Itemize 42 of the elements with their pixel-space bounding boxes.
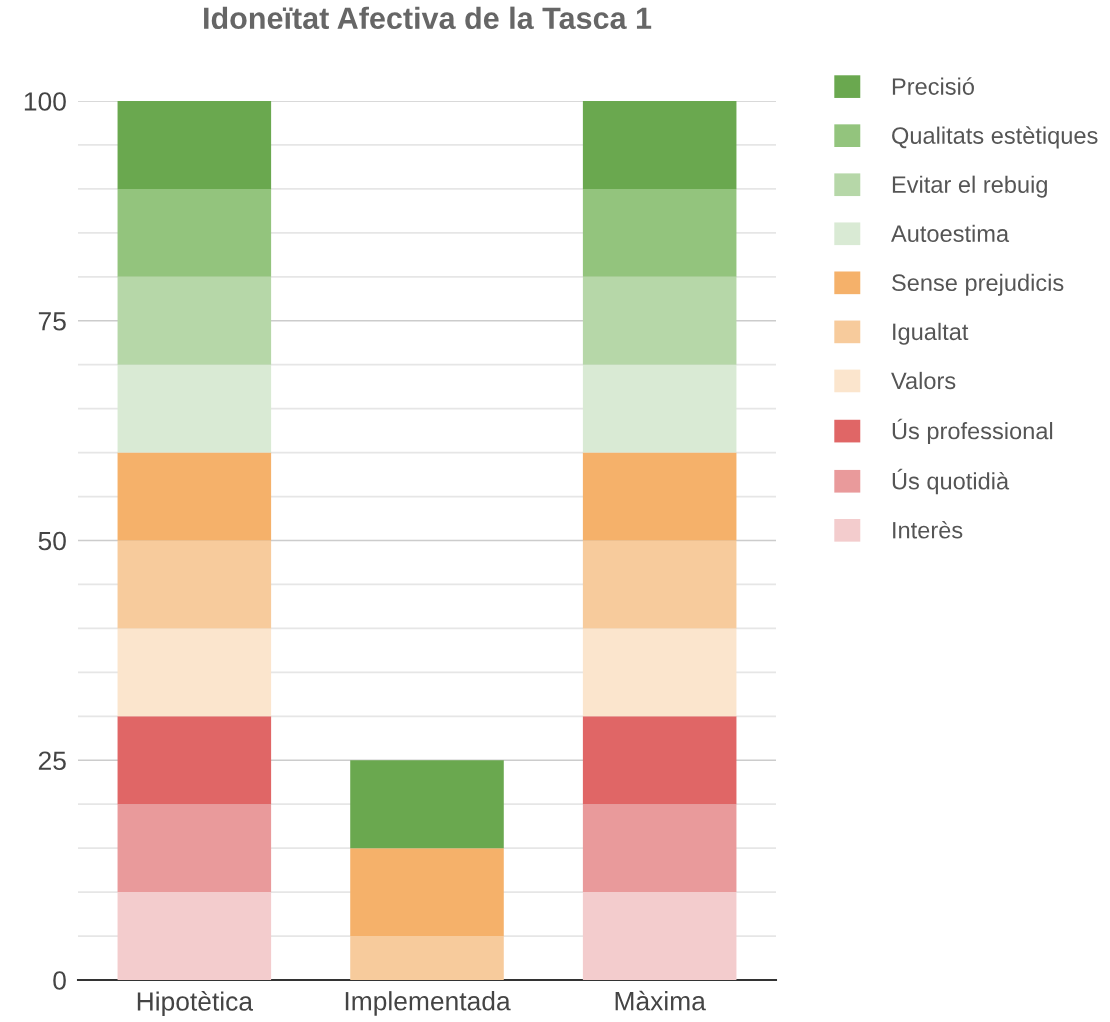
bar [582,540,737,629]
bar [350,848,504,937]
bar [117,540,272,629]
y-tick-label: 100 [24,92,66,111]
bar [117,628,272,717]
legend-label: Evitar el rebuig [892,175,1047,198]
y-tick-label: 50 [38,531,66,551]
legend-label: Interès [893,520,963,539]
bar [117,452,272,541]
bar [582,188,737,277]
bar [117,804,272,893]
bar [117,892,272,980]
y-tick-label: 0 [53,971,66,990]
bar [582,452,737,541]
x-tick-label: Màxima [615,990,706,1011]
bar [350,760,504,849]
x-tick-label: Hipotètica [137,991,254,1017]
legend-label: Sense prejudicis [892,273,1064,296]
legend-label: Valors [891,371,956,390]
bar [582,892,737,980]
bar [582,364,737,453]
bar [582,716,737,805]
bar [117,716,272,805]
bar [117,364,272,453]
bar [582,628,737,717]
x-tick-label: Implementada [345,991,511,1016]
legend-label: Qualitats estètiques [892,126,1098,149]
legend-label: Autoestima [891,224,1010,243]
legend-label: Precisió [892,77,974,95]
legend-label: Igualtat [893,322,969,345]
bar [582,101,737,189]
legend-label: Ús quotidià [892,468,1010,495]
bar [582,276,737,365]
bar [350,936,504,980]
y-tick-label: 75 [38,312,66,331]
legend-label: Ús professional [892,418,1053,445]
bar [582,804,737,893]
bar [117,188,272,277]
bar [117,101,272,189]
chart-title: Idoneïtat Afectiva de la Tasca 1 [204,6,652,30]
y-tick-label: 25 [38,751,66,771]
bar [117,276,272,365]
